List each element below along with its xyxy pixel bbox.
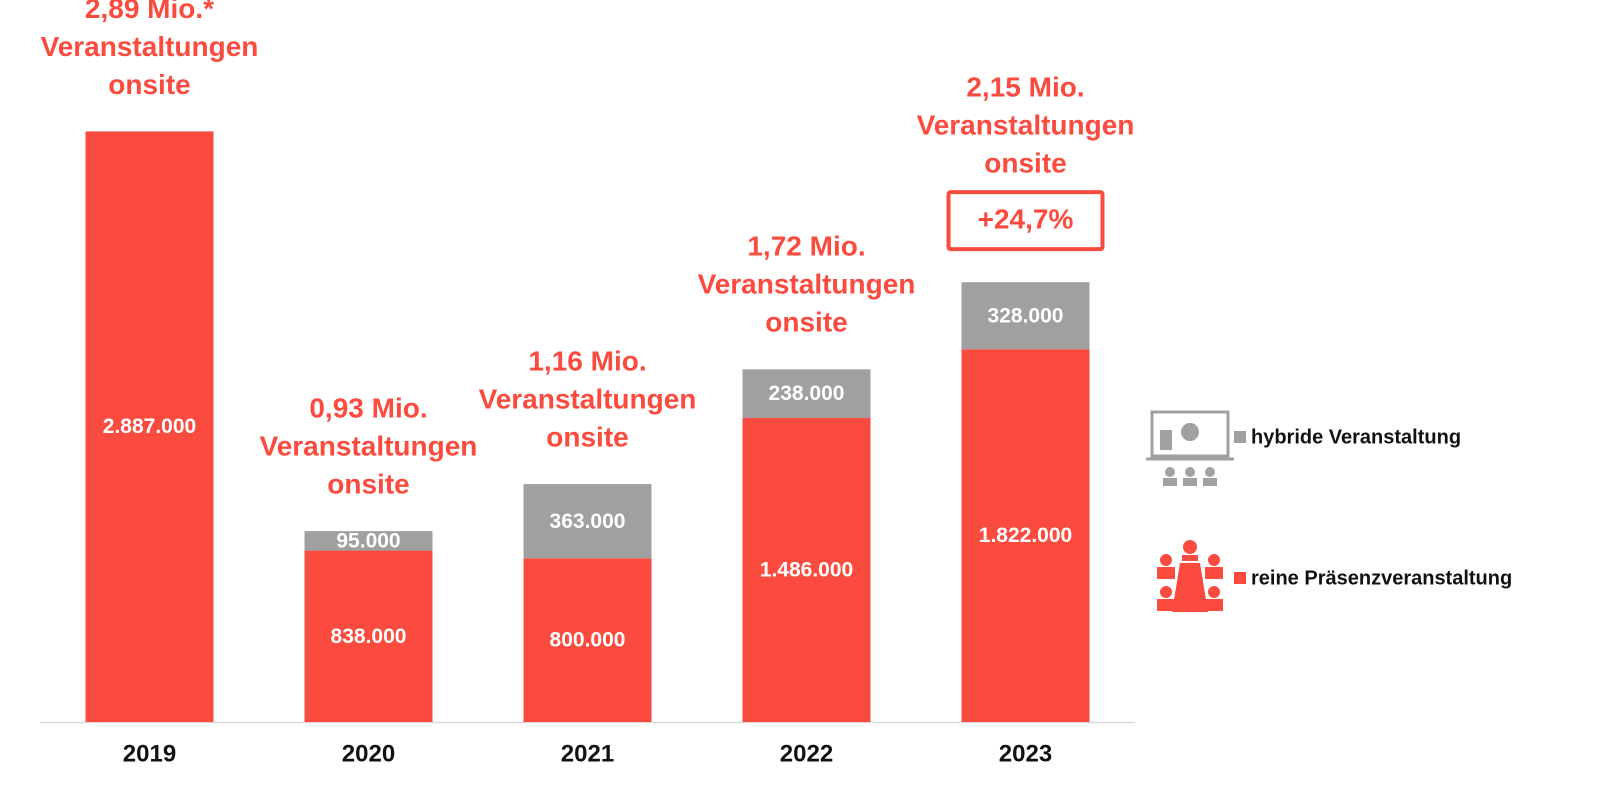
x-tick-label: 2023 xyxy=(999,740,1052,767)
bar-segment xyxy=(304,550,433,722)
x-tick-label: 2022 xyxy=(780,740,833,767)
total-label: onsite xyxy=(327,469,409,500)
bar-segment xyxy=(742,418,871,722)
total-label: 1,16 Mio. xyxy=(528,345,646,376)
total-label: Veranstaltungen xyxy=(41,31,259,62)
callout-box xyxy=(946,190,1105,252)
value-label: 238.000 xyxy=(769,382,845,405)
value-label: 1.822.000 xyxy=(979,524,1072,547)
legend-swatch xyxy=(1234,572,1246,584)
bar-segment xyxy=(523,484,652,559)
total-label: Veranstaltungen xyxy=(917,110,1135,141)
total-label: 1,72 Mio. xyxy=(747,231,865,262)
legend-label: reine Präsenzveranstaltung xyxy=(1251,567,1512,589)
value-label: 95.000 xyxy=(336,529,400,552)
x-tick-label: 2020 xyxy=(342,740,395,767)
bar-segment xyxy=(523,558,652,722)
total-label: 2,89 Mio.* xyxy=(85,0,214,24)
x-tick-label: 2019 xyxy=(123,740,176,767)
total-label: Veranstaltungen xyxy=(260,431,478,462)
value-label: 363.000 xyxy=(550,510,626,533)
bar-segment xyxy=(961,349,1090,722)
bar-segment xyxy=(304,531,433,551)
hybrid-icon xyxy=(1146,410,1234,486)
value-label: 800.000 xyxy=(550,629,626,652)
total-label: 0,93 Mio. xyxy=(309,393,427,424)
total-label: Veranstaltungen xyxy=(698,269,916,300)
presence-icon xyxy=(1157,540,1223,612)
bar-segment xyxy=(961,282,1090,350)
total-label: onsite xyxy=(108,69,190,100)
value-label: 1.486.000 xyxy=(760,559,853,582)
bar-segment xyxy=(85,131,214,722)
value-label: 328.000 xyxy=(988,304,1064,327)
total-label: onsite xyxy=(765,307,847,338)
total-label: 2,15 Mio. xyxy=(966,72,1084,103)
value-label: 2.887.000 xyxy=(103,415,196,438)
bar-segment xyxy=(742,369,871,419)
total-label: Veranstaltungen xyxy=(479,383,697,414)
x-tick-label: 2021 xyxy=(561,740,614,767)
total-label: onsite xyxy=(984,148,1066,179)
legend-swatch xyxy=(1234,431,1246,443)
callout: +24,7% xyxy=(978,204,1074,235)
legend-label: hybride Veranstaltung xyxy=(1251,426,1461,448)
value-label: 838.000 xyxy=(331,625,407,648)
total-label: onsite xyxy=(546,421,628,452)
